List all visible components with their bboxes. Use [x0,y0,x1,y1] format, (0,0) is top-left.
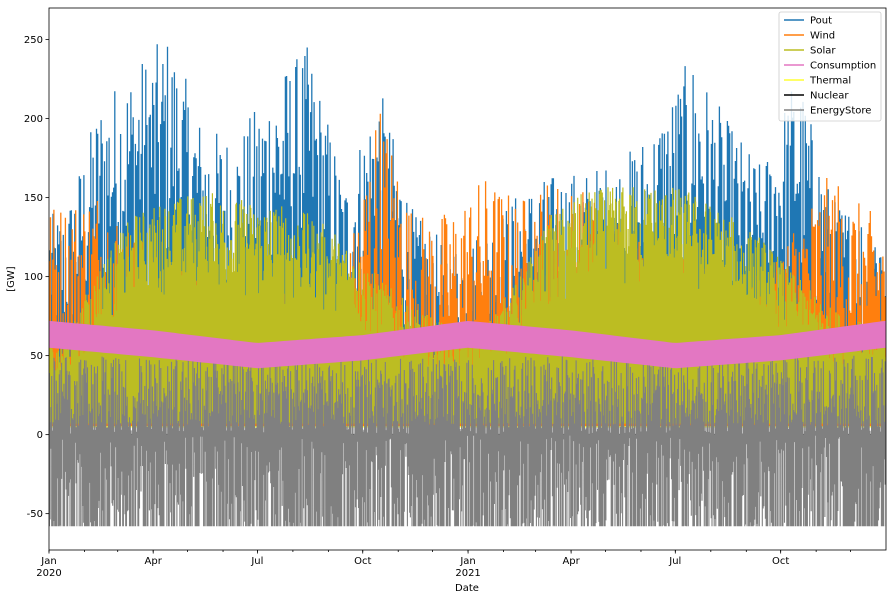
legend-label: Thermal [809,76,851,87]
x-tick-label: Apr [145,556,163,567]
x-tick-label: Jul [250,556,263,567]
x-tick-label: Jan [40,556,56,567]
y-tick-label: 100 [24,272,43,283]
y-tick-label: -50 [27,509,43,520]
legend-label: EnergyStore [810,106,871,117]
x-tick-year-label: 2021 [455,568,480,579]
x-tick-label: Jan [459,556,475,567]
x-tick-year-label: 2020 [36,568,61,579]
x-axis-label: Date [455,583,479,594]
y-tick-label: 150 [24,193,43,204]
plot-frame [48,7,887,551]
legend: Pout Wind Solar Consumption Thermal Nuclear En… [778,11,882,122]
legend-label: Solar [810,46,836,57]
y-tick-label: 50 [30,351,43,362]
x-tick-label: Oct [354,556,371,567]
legend-label: Wind [810,31,835,42]
y-axis-label: [GW] [6,266,17,292]
x-tick-label: Oct [772,556,789,567]
x-tick-label: Jul [668,556,681,567]
y-tick-label: 250 [24,35,43,46]
y-tick-label: 200 [24,114,43,125]
x-tick-label: Apr [562,556,580,567]
legend-box [778,11,882,122]
y-tick-label: 0 [37,430,43,441]
legend-label: Pout [810,16,832,27]
series-consumption [49,320,886,369]
series-layer [49,44,886,527]
y-axis: -50 0 50 100 150 200 250 [24,35,49,520]
legend-label: Nuclear [810,91,849,102]
legend-label: Consumption [810,61,876,72]
